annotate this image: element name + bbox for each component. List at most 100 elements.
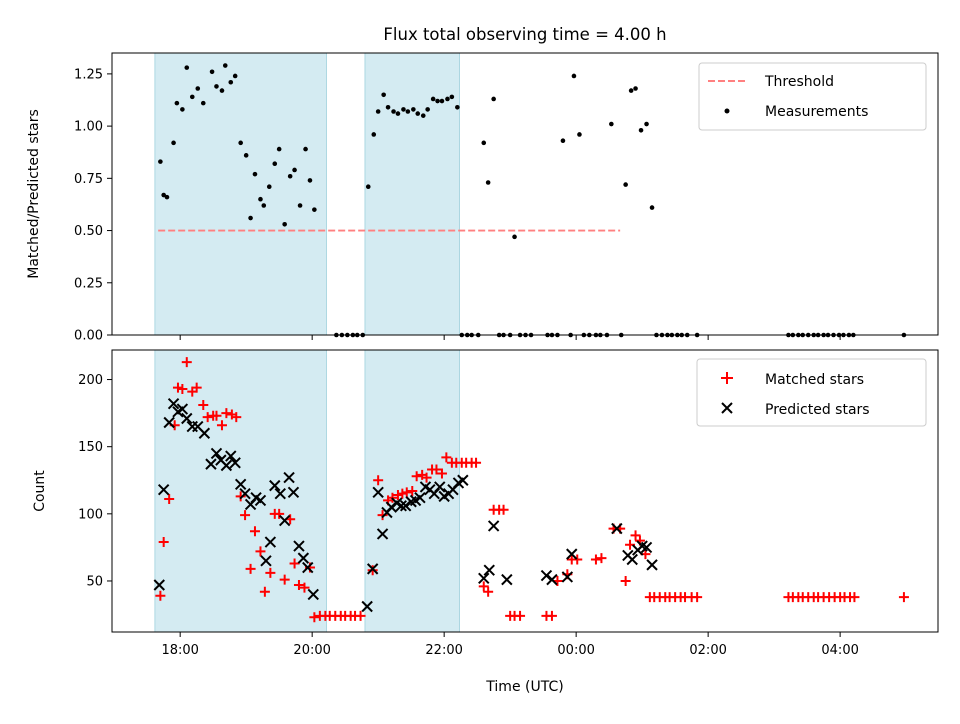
matched-point xyxy=(478,581,489,592)
matched-point xyxy=(397,488,408,499)
measurement-point xyxy=(161,192,166,198)
measurement-point xyxy=(164,194,170,200)
predicted-point xyxy=(399,500,412,512)
measurement-point xyxy=(485,180,491,185)
bottom-y-axis-label: Count xyxy=(32,470,48,512)
y-tick-label: 0.25 xyxy=(74,276,103,291)
measurement-point xyxy=(171,140,176,146)
measurement-point xyxy=(633,86,638,91)
bottom-plot-frame xyxy=(111,349,939,633)
matched-point xyxy=(289,558,300,569)
bottom-legend: Matched stars Predicted stars xyxy=(696,358,927,427)
x-tick-label: 02:00 xyxy=(689,643,726,658)
observing-band xyxy=(154,52,327,336)
measurement-point xyxy=(189,94,195,100)
measurement-point xyxy=(415,111,421,116)
measurement-point xyxy=(252,171,258,177)
measurement-point xyxy=(609,121,614,127)
matched-legend-label: Matched stars xyxy=(765,372,864,388)
predicted-point xyxy=(220,459,233,472)
measurement-point xyxy=(430,96,436,102)
observing-band xyxy=(154,349,327,633)
measurement-point xyxy=(365,184,371,189)
matched-point xyxy=(309,612,320,623)
predicted-point xyxy=(626,553,638,566)
measurement-point xyxy=(435,98,440,104)
matched-legend-swatch xyxy=(721,372,733,384)
measurement-point xyxy=(219,88,225,93)
measurement-point xyxy=(248,215,253,221)
predicted-point xyxy=(640,541,653,554)
matched-point xyxy=(436,468,447,479)
predicted-point xyxy=(501,573,513,586)
predicted-point xyxy=(293,540,305,552)
bottom-panel: 50 100 150 200 18:00 20:00 22:00 00:00 02:00 04:… xyxy=(32,349,939,695)
chart-title: Flux total observing time = 4.00 h xyxy=(383,25,666,44)
measurement-point xyxy=(391,109,396,114)
matched-point xyxy=(198,400,209,411)
predicted-point xyxy=(611,522,623,535)
matched-point xyxy=(421,472,432,483)
matched-point xyxy=(630,530,641,541)
measurement-point xyxy=(243,153,249,158)
predicted-point xyxy=(483,564,495,576)
top-x-ticks xyxy=(179,335,841,340)
predicted-point xyxy=(278,514,291,527)
predicted-point xyxy=(163,416,175,429)
observing-bands-top xyxy=(154,52,460,336)
measurement-point xyxy=(258,196,263,202)
measurements-legend-swatch xyxy=(724,108,730,114)
predicted-point xyxy=(395,500,407,512)
matched-point xyxy=(279,574,290,585)
measurement-point xyxy=(560,138,566,144)
y-tick-label: 1.25 xyxy=(74,67,103,82)
matched-point xyxy=(164,494,175,505)
matched-point xyxy=(158,537,169,548)
predicted-point xyxy=(366,563,379,575)
predicted-point xyxy=(239,487,251,500)
matched-point xyxy=(172,382,183,393)
measurement-point xyxy=(312,207,317,212)
measurement-point xyxy=(649,205,655,210)
predicted-point xyxy=(297,552,310,564)
measurement-point xyxy=(180,107,185,112)
measurement-point xyxy=(420,113,426,118)
threshold-legend-label: Threshold xyxy=(764,74,834,90)
measurement-point xyxy=(628,88,634,93)
x-tick-label: 22:00 xyxy=(425,643,462,658)
y-tick-label: 150 xyxy=(78,440,103,455)
matched-point xyxy=(377,510,388,521)
predicted-point xyxy=(283,471,295,484)
matched-point xyxy=(249,526,260,537)
matched-point xyxy=(692,592,703,603)
measurement-point xyxy=(449,94,455,100)
measurement-point xyxy=(282,221,287,227)
measurement-point xyxy=(292,167,297,173)
predicted-point xyxy=(546,573,558,586)
measurement-point xyxy=(395,111,401,116)
matched-point xyxy=(355,610,366,621)
predicted-point xyxy=(385,501,398,513)
matched-point xyxy=(265,567,276,578)
measurement-point xyxy=(261,203,267,208)
measurement-point xyxy=(644,121,649,127)
predicted-point xyxy=(540,569,553,582)
measurement-point xyxy=(214,84,219,89)
measurement-point xyxy=(307,178,313,183)
matched-point xyxy=(471,457,482,468)
matched-point xyxy=(293,580,304,590)
measurement-point xyxy=(272,161,278,167)
x-tick-label: 20:00 xyxy=(293,643,330,658)
measurement-point xyxy=(455,105,460,110)
measurement-point xyxy=(184,65,190,70)
top-y-axis-label: Matched/Predicted stars xyxy=(26,109,42,279)
predicted-point xyxy=(229,457,241,469)
predicted-point xyxy=(561,571,574,583)
predicted-point xyxy=(434,481,446,493)
measurement-point xyxy=(425,107,430,112)
predicted-point xyxy=(254,494,267,507)
predicted-point xyxy=(274,487,286,500)
measurement-point xyxy=(381,92,386,98)
bottom-x-ticks: 18:00 20:00 22:00 00:00 02:00 04:00 xyxy=(161,632,859,658)
measurement-point xyxy=(512,234,517,240)
